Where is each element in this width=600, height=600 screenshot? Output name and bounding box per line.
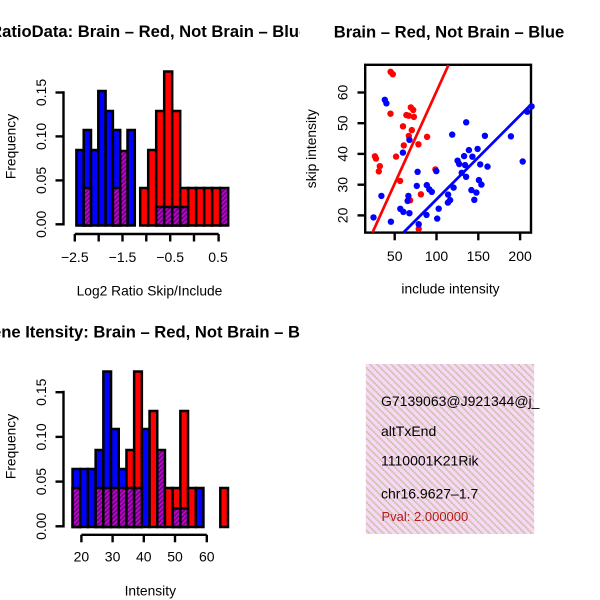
svg-text:0.10: 0.10 — [33, 423, 49, 450]
svg-text:−1.5: −1.5 — [109, 249, 137, 265]
svg-text:Intensity: Intensity — [125, 584, 176, 599]
svg-text:−2.5: −2.5 — [61, 249, 89, 265]
svg-text:20: 20 — [335, 207, 351, 223]
svg-text:1110001K21Rik: 1110001K21Rik — [381, 453, 480, 469]
svg-text:0.15: 0.15 — [33, 79, 49, 106]
svg-text:chr16.9627–1.7: chr16.9627–1.7 — [381, 486, 479, 502]
svg-text:−0.5: −0.5 — [156, 249, 184, 265]
svg-text:Frequency: Frequency — [4, 414, 19, 479]
svg-text:30: 30 — [335, 177, 351, 193]
svg-text:0.10: 0.10 — [33, 123, 49, 150]
svg-text:0.5: 0.5 — [208, 249, 228, 265]
svg-text:Pval: 2.000000: Pval: 2.000000 — [382, 509, 469, 524]
svg-text:100: 100 — [425, 248, 449, 264]
svg-text:0.15: 0.15 — [33, 378, 49, 405]
svg-text:40: 40 — [335, 146, 351, 162]
svg-text:Log2 Ratio Skip/Include: Log2 Ratio Skip/Include — [77, 283, 223, 298]
svg-text:0.00: 0.00 — [33, 512, 49, 539]
svg-text:30: 30 — [105, 548, 121, 564]
svg-text:50: 50 — [167, 548, 183, 564]
svg-text:200: 200 — [508, 248, 532, 264]
svg-text:altTxEnd: altTxEnd — [381, 423, 436, 439]
svg-text:50: 50 — [387, 248, 403, 264]
svg-text:60: 60 — [199, 548, 215, 564]
svg-text:40: 40 — [136, 548, 152, 564]
svg-text:0.05: 0.05 — [33, 468, 49, 495]
svg-text:0.05: 0.05 — [33, 167, 49, 194]
svg-text:Brain – Red, Not Brain – Blue: Brain – Red, Not Brain – Blue — [334, 23, 565, 42]
svg-text:50: 50 — [335, 115, 351, 131]
svg-text:Gene Itensity: Brain – Red, No: Gene Itensity: Brain – Red, Not Brain – … — [0, 323, 324, 342]
svg-text:0.00: 0.00 — [33, 210, 49, 237]
svg-text:150: 150 — [467, 248, 491, 264]
svg-text:Frequency: Frequency — [4, 114, 19, 179]
svg-text:skip intensity: skip intensity — [304, 109, 319, 188]
svg-text:RatioData: Brain – Red, Not Br: RatioData: Brain – Red, Not Brain – Blue — [0, 22, 308, 41]
svg-text:G7139063@J921344@j_: G7139063@J921344@j_ — [381, 393, 540, 409]
svg-text:20: 20 — [74, 548, 90, 564]
svg-text:include intensity: include intensity — [401, 282, 499, 297]
svg-text:60: 60 — [335, 85, 351, 101]
